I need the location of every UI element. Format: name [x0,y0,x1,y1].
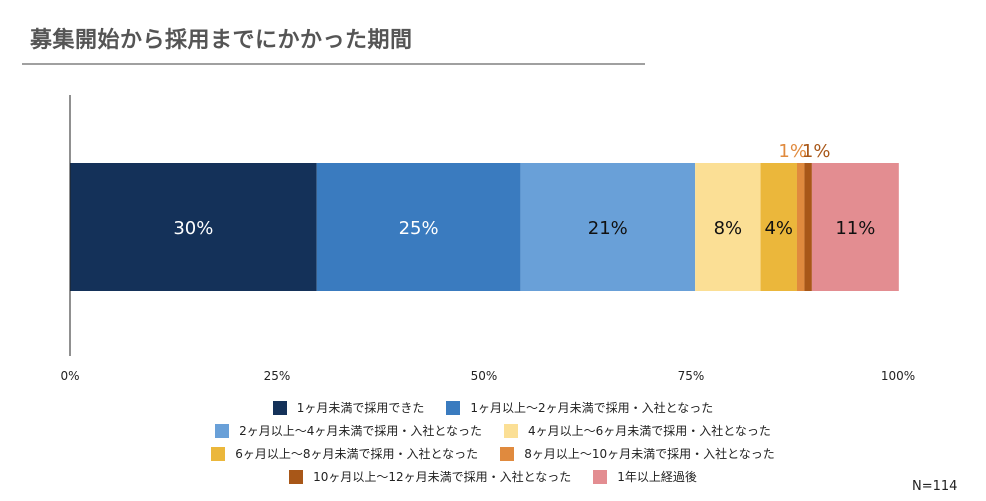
legend-item: 1年以上経過後 [593,468,697,485]
bar-segment-2 [520,163,696,291]
bar-segment-4 [760,163,797,291]
legend-label: 1ヶ月以上～2ヶ月未満で採用・入社となった [470,401,714,415]
legend-swatch [500,446,515,461]
legend-swatch [593,469,608,484]
data-label-7: 11% [835,218,875,239]
legend-row: 2ヶ月以上～4ヶ月未満で採用・入社となった 4ヶ月以上～6ヶ月未満で採用・入社とな… [0,419,986,442]
legend-label: 1ヶ月未満で採用できた [296,401,425,415]
x-tick-label: 25% [264,369,291,383]
legend-label: 4ヶ月以上～6ヶ月未満で採用・入社となった [528,424,771,438]
legend-item: 6ヶ月以上～8ヶ月未満で採用・入社となった [211,445,478,462]
sample-size-note: N=114 [912,479,958,494]
bar-segment-1 [316,163,521,291]
legend-item: 1ヶ月以上～2ヶ月未満で採用・入社となった [446,399,713,416]
legend-item: 1ヶ月未満で採用できた [272,399,425,416]
data-label-4: 4% [764,218,793,239]
legend: 1ヶ月未満で採用できた 1ヶ月以上～2ヶ月未満で採用・入社となった 2ヶ月以上～4ヶ… [0,396,986,488]
x-tick-label: 75% [678,369,705,383]
legend-swatch [446,400,461,415]
legend-row: 1ヶ月未満で採用できた 1ヶ月以上～2ヶ月未満で採用・入社となった [0,396,986,419]
bar-segment-3 [695,163,761,291]
bar-segment-0 [70,163,317,291]
legend-label: 6ヶ月以上～8ヶ月未満で採用・入社となった [235,447,479,461]
chart-title: 募集開始から採用までにかかった期間 [30,28,413,53]
x-tick-label: 50% [471,369,498,383]
data-label-6: 1% [802,141,831,162]
legend-label: 1年以上経過後 [617,470,697,484]
legend-item: 8ヶ月以上～10ヶ月未満で採用・入社となった [500,445,775,462]
legend-item: 2ヶ月以上～4ヶ月未満で採用・入社となった [215,422,482,439]
bar-segment-6 [804,163,812,291]
title-divider [22,63,645,65]
legend-swatch [272,400,287,415]
legend-swatch [504,423,518,438]
legend-label: 2ヶ月以上～4ヶ月未満で採用・入社となった [239,424,482,438]
stacked-bar-chart: 30% 25% 21% 8% 4% 1%1% 11% 0% 25% 50% 75% 100% [60,95,915,383]
data-label-3: 8% [714,218,743,239]
bar-segment-5 [796,163,805,291]
data-label-1: 25% [399,218,439,239]
data-label-0: 30% [173,218,213,239]
x-tick-label: 0% [60,369,79,383]
legend-item: 10ヶ月以上～12ヶ月未満で採用・入社となった [289,468,571,485]
legend-item: 4ヶ月以上～6ヶ月未満で採用・入社となった [504,422,771,439]
legend-row: 6ヶ月以上～8ヶ月未満で採用・入社となった 8ヶ月以上～10ヶ月未満で採用・入社と… [0,442,986,465]
x-tick-label: 100% [881,369,915,383]
data-label-5: 1% [778,141,807,162]
legend-swatch [215,423,230,438]
data-label-2: 21% [588,218,628,239]
legend-label: 8ヶ月以上～10ヶ月未満で採用・入社となった [524,447,775,461]
legend-swatch [211,446,226,461]
legend-swatch [289,469,304,484]
bar-segment-7 [811,163,899,291]
legend-row: 10ヶ月以上～12ヶ月未満で採用・入社となった 1年以上経過後 [0,465,986,488]
legend-label: 10ヶ月以上～12ヶ月未満で採用・入社となった [313,470,572,484]
